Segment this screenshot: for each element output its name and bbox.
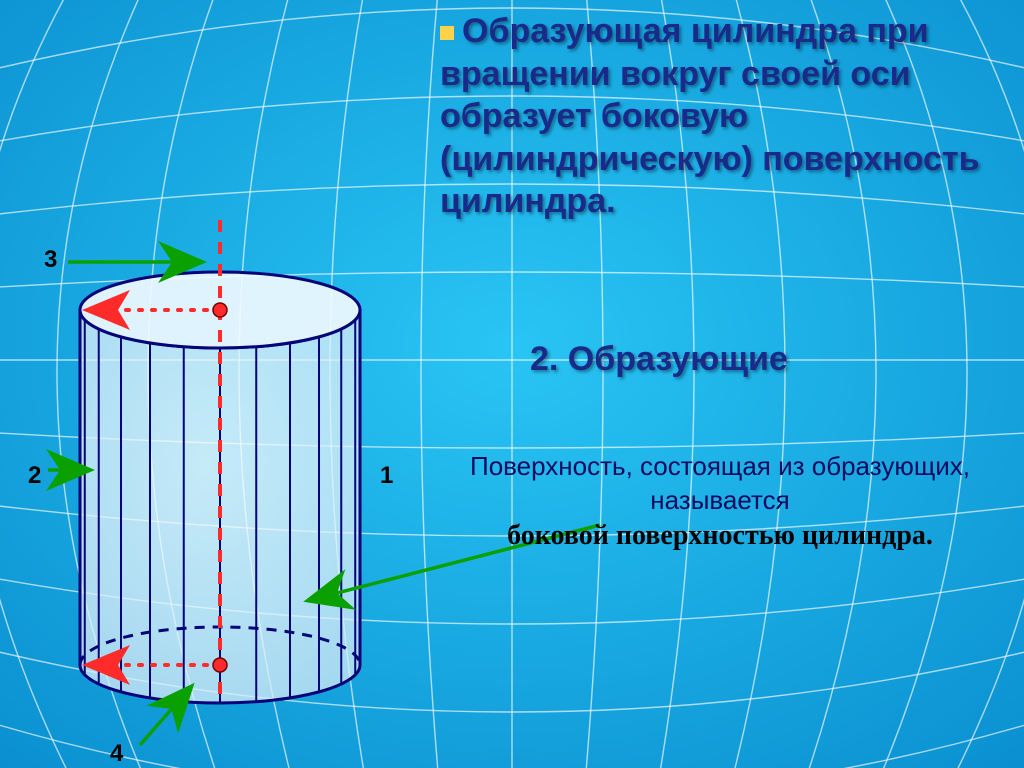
body-text-strong: боковой поверхностью цилиндра. [507,520,933,551]
body-text-line1: Поверхность, состоящая из образующих, на… [470,451,970,515]
subtitle: 2. Образующие [530,340,788,379]
label-2: 2 [28,462,41,490]
body-paragraph: Поверхность, состоящая из образующих, на… [440,450,1000,554]
bullet-icon [440,26,454,40]
label-4: 4 [110,740,123,768]
label-1: 1 [380,462,393,490]
main-paragraph: Образующая цилиндра при вращении вокруг … [440,10,1004,223]
label-3: 3 [44,246,57,274]
